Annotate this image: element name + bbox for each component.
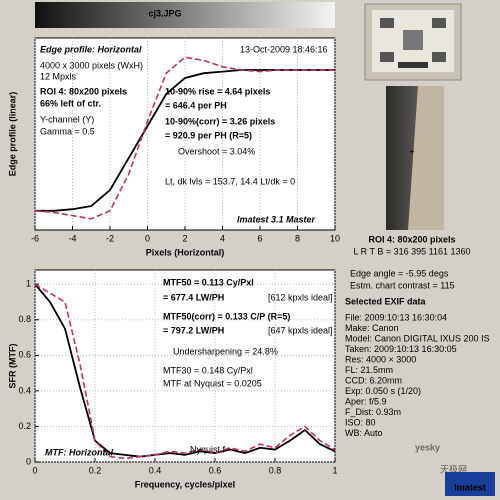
x-tick-label: 0.6 bbox=[209, 465, 222, 475]
x-axis-label: Pixels (Horizontal) bbox=[146, 247, 225, 257]
x-axis-label: Frequency, cycles/pixel bbox=[135, 479, 235, 489]
series-line bbox=[34, 56, 335, 220]
annotation: ROI 4: 80x200 pixels bbox=[40, 86, 127, 96]
edge-angle: Edge angle = -5.95 degs bbox=[350, 268, 449, 278]
thumbnail bbox=[364, 3, 462, 81]
x-tick-label: 2 bbox=[182, 233, 187, 243]
exif-line: File: 2009:10:13 16:30:04 bbox=[345, 312, 447, 322]
x-tick-label: 8 bbox=[295, 233, 300, 243]
series-line bbox=[34, 283, 336, 460]
x-tick-label: 4 bbox=[220, 233, 225, 243]
x-tick-label: 0 bbox=[145, 233, 150, 243]
svg-text:+: + bbox=[409, 146, 414, 156]
x-tick-label: 0.8 bbox=[269, 465, 282, 475]
x-tick-label: 0.4 bbox=[149, 465, 162, 475]
chart-contrast: Estm. chart contrast = 115 bbox=[350, 280, 455, 290]
annotation: 10-90%(corr) = 3.26 pixels bbox=[165, 116, 275, 126]
watermark-sub: 天极网 bbox=[440, 463, 467, 474]
x-tick-label: 0 bbox=[32, 465, 37, 475]
annotation: MTF50 = 0.113 Cy/Pxl bbox=[163, 277, 254, 287]
roi-coords: L R T B = 316 395 1161 1360 bbox=[353, 246, 470, 256]
exif-line: Exp: 0.050 s (1/20) bbox=[345, 386, 421, 396]
annotation: Overshoot = 3.04% bbox=[178, 146, 255, 156]
annotation: 12 Mpxls bbox=[40, 71, 77, 81]
annotation: Lt, dk lvls = 153.7, 14.4 Lt/dk = 0 bbox=[165, 176, 295, 186]
exif-line: Taken: 2009:10:13 16:30:05 bbox=[345, 344, 457, 354]
annotation: = 646.4 per PH bbox=[165, 100, 227, 110]
exif-line: WB: Auto bbox=[345, 428, 383, 438]
y-tick-label: 1 bbox=[26, 279, 31, 289]
series-line bbox=[34, 283, 336, 458]
annotation: Gamma = 0.5 bbox=[40, 126, 95, 136]
logo: Imatest bbox=[454, 482, 486, 492]
exif-line: Make: Canon bbox=[345, 323, 399, 333]
annotation: 4000 x 3000 pixels (WxH) bbox=[40, 60, 143, 70]
annotation: MTF50(corr) = 0.133 C/P (R=5) bbox=[163, 311, 290, 321]
x-tick-label: 6 bbox=[257, 233, 262, 243]
exif-line: FL: 21.5mm bbox=[345, 365, 393, 375]
exif-line: CCD: 6.20mm bbox=[345, 375, 402, 385]
chart-title: MTF: Horizontal bbox=[45, 447, 113, 457]
roi-title: ROI 4: 80x200 pixels bbox=[368, 234, 455, 244]
annotation: Y-channel (Y) bbox=[40, 114, 94, 124]
annotation: 13-Oct-2009 18:46:16 bbox=[240, 44, 328, 54]
y-tick-label: 0.8 bbox=[18, 314, 31, 324]
watermark: yesky bbox=[415, 442, 440, 452]
annotation: 10-90% rise = 4.64 pixels bbox=[165, 86, 270, 96]
logo-box bbox=[445, 472, 495, 496]
x-tick-label: -2 bbox=[106, 233, 114, 243]
y-tick-label: 0.6 bbox=[18, 350, 31, 360]
y-tick-label: 0 bbox=[26, 456, 31, 466]
exif-line: ISO: 80 bbox=[345, 417, 376, 427]
y-axis-label: SFR (MTF) bbox=[7, 344, 17, 389]
exif-line: Res: 4000 × 3000 bbox=[345, 354, 416, 364]
annotation: [612 kpxls ideal] bbox=[268, 292, 333, 302]
exif-line: Aper: f/5.9 bbox=[345, 396, 387, 406]
exif-line: F_Dist: 0.93m bbox=[345, 407, 401, 417]
y-tick-label: 0.2 bbox=[18, 421, 31, 431]
x-tick-label: 0.2 bbox=[89, 465, 102, 475]
x-tick-label: -4 bbox=[68, 233, 76, 243]
file-title: cj3.JPG bbox=[148, 8, 181, 18]
exif-line: Model: Canon DIGITAL IXUS 200 IS bbox=[345, 333, 490, 343]
x-tick-label: 1 bbox=[332, 465, 337, 475]
exif-title: Selected EXIF data bbox=[345, 296, 427, 306]
roi-image: + bbox=[386, 86, 444, 230]
x-tick-label: 10 bbox=[330, 233, 340, 243]
y-tick-label: 0.4 bbox=[18, 385, 31, 395]
gradient-bar bbox=[35, 2, 335, 28]
x-tick-label: -6 bbox=[31, 233, 39, 243]
annotation: Imatest 3.1 Master bbox=[237, 214, 316, 224]
annotation: [647 kpxls ideal] bbox=[268, 325, 333, 335]
annotation: = 677.4 LW/PH bbox=[163, 292, 224, 302]
y-axis-label: Edge profile (linear) bbox=[7, 92, 17, 177]
annotation: = 920.9 per PH (R=5) bbox=[165, 130, 252, 140]
annotation: MTF30 = 0.148 Cy/Pxl bbox=[163, 365, 253, 375]
annotation: Nyquist f bbox=[190, 444, 226, 454]
annotation: 66% left of ctr. bbox=[40, 98, 101, 108]
annotation: = 797.2 LW/PH bbox=[163, 325, 224, 335]
annotation: MTF at Nyquist = 0.0205 bbox=[163, 378, 262, 388]
plot-area bbox=[34, 269, 336, 463]
annotation: Undersharpening = 24.8% bbox=[173, 346, 278, 356]
chart-title: Edge profile: Horizontal bbox=[40, 44, 142, 54]
